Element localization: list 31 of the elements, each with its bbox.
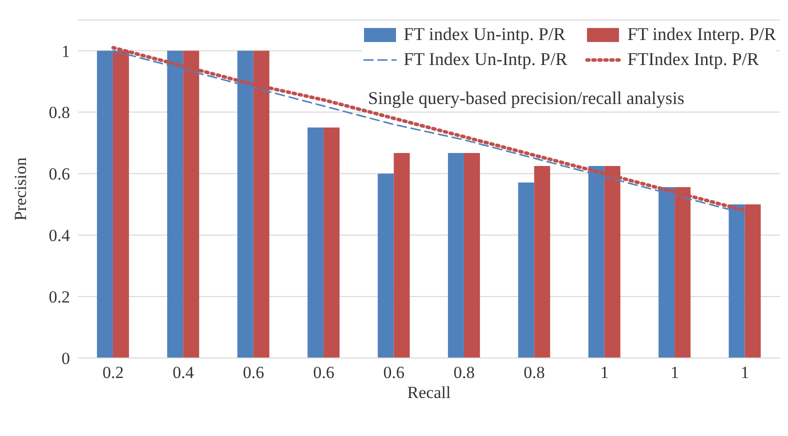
x-tick-label: 0.6	[242, 363, 264, 382]
x-tick-label: 1	[600, 363, 609, 382]
bar	[518, 182, 534, 358]
bar	[534, 166, 550, 358]
y-tick-label: 0.6	[48, 164, 70, 184]
bar	[464, 153, 480, 358]
bar	[448, 153, 464, 358]
x-tick-label: 0.6	[383, 363, 405, 382]
x-tick-label: 0.4	[172, 363, 194, 382]
bar	[324, 128, 340, 358]
y-tick-label: 0	[62, 349, 70, 368]
x-tick-label: 0.8	[453, 363, 475, 382]
y-axis-title: Precision	[11, 156, 30, 221]
bar	[394, 153, 410, 358]
legend-label: FTIndex Intp. P/R	[627, 49, 759, 70]
x-axis-title: Recall	[407, 383, 451, 402]
x-tick-label: 0.6	[313, 363, 334, 382]
y-tick-label: 0.8	[48, 103, 70, 122]
bar	[308, 128, 324, 358]
annotation: Single query-based precision/recall analysis	[368, 88, 684, 109]
y-tick-label: 1	[62, 42, 70, 61]
x-tick-label: 0.8	[524, 363, 545, 382]
x-tick-label: 1	[740, 363, 750, 382]
legend-label: FT index Interp. P/R	[627, 24, 776, 45]
x-tick-label: 1	[670, 363, 679, 382]
bar	[378, 174, 394, 358]
legend-label: FT index Un-intp. P/R	[404, 24, 566, 45]
y-tick-label: 0.2	[48, 288, 70, 307]
y-tick-label: 0.4	[48, 226, 70, 246]
x-tick-label: 0.2	[102, 363, 124, 382]
legend-label: FT Index Un-Intp. P/R	[404, 49, 568, 70]
